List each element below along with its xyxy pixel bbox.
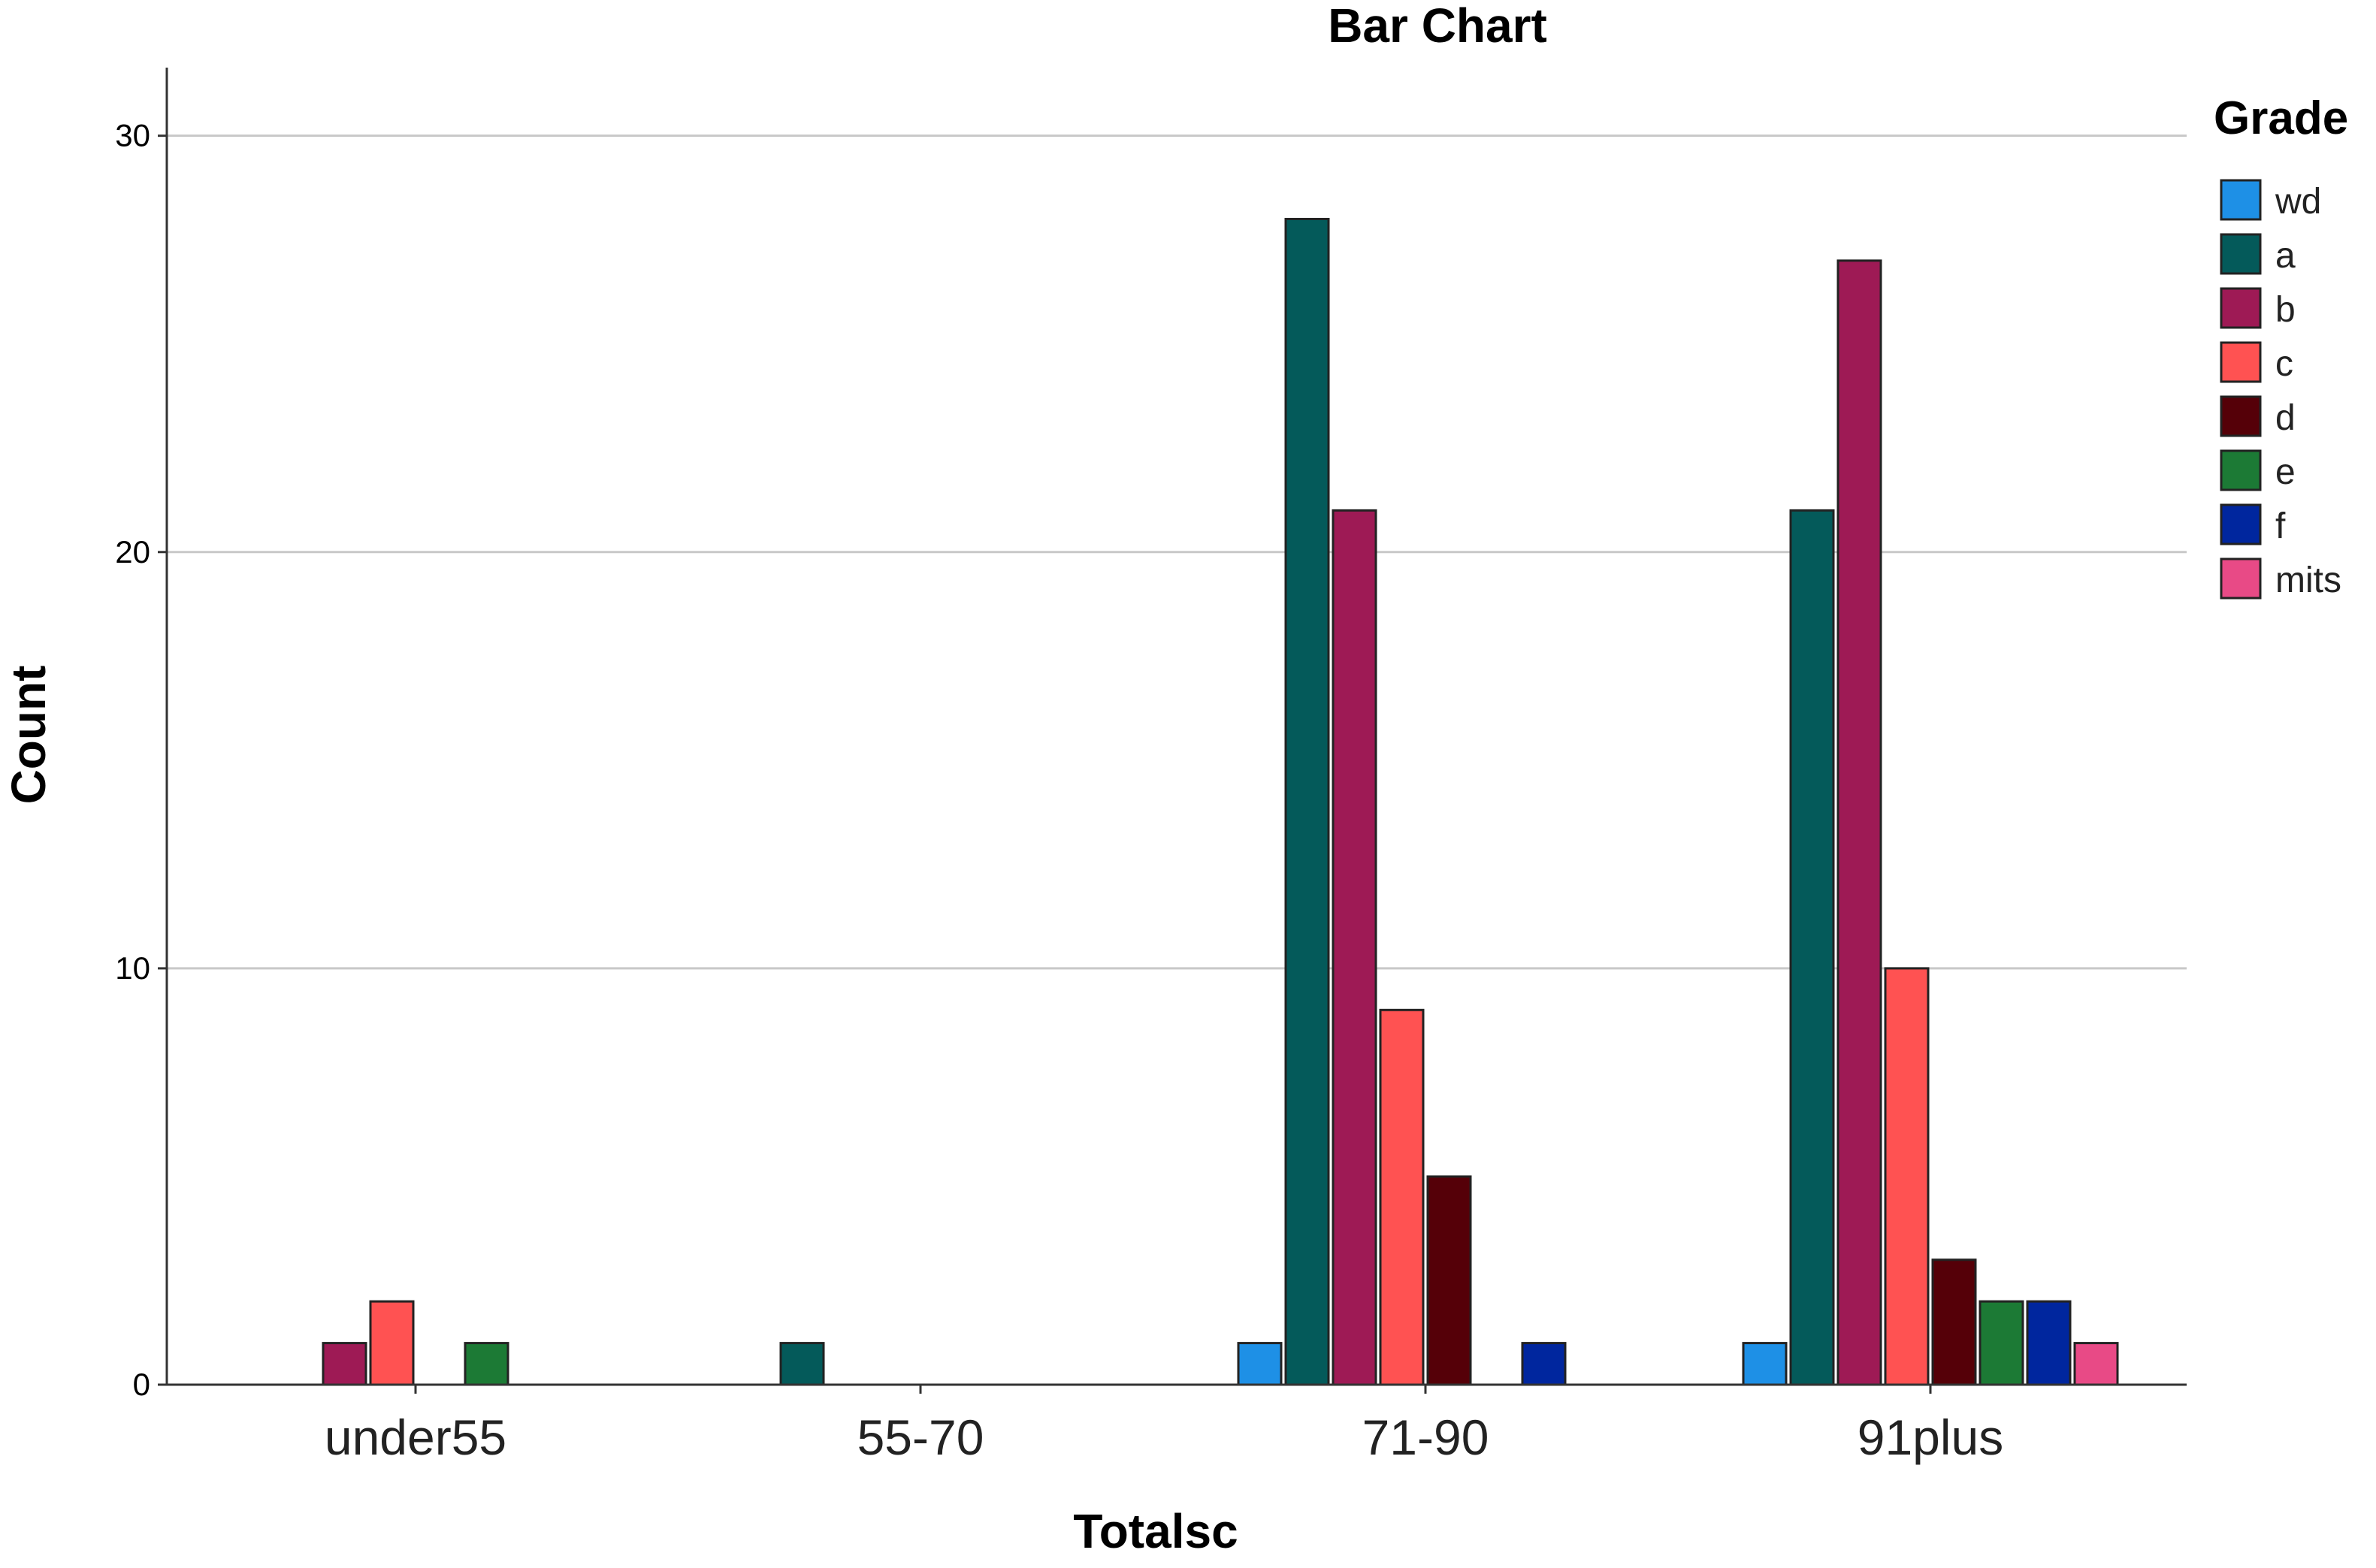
- legend-swatch-e: [2220, 449, 2262, 491]
- y-axis-title: Count: [2, 666, 56, 805]
- x-tick-label: under55: [325, 1409, 506, 1465]
- y-tick-labels: 0 10 20 30: [115, 118, 150, 1402]
- gridlines: [167, 134, 2187, 970]
- bar-c-91plus: [1884, 967, 1930, 1386]
- legend-label-b: b: [2275, 290, 2296, 330]
- y-tick-label: 30: [115, 118, 150, 153]
- legend-title: Grade: [2214, 92, 2348, 144]
- x-tick-label: 71-90: [1362, 1409, 1489, 1465]
- y-tick-label: 10: [115, 950, 150, 986]
- y-tick-label: 0: [133, 1367, 150, 1402]
- legend-label-e: e: [2275, 452, 2296, 492]
- bar-b-71-90: [1332, 509, 1377, 1386]
- bar-e-91plus: [1978, 1300, 2024, 1386]
- legend-swatch-b: [2220, 287, 2262, 329]
- legend-swatch-a: [2220, 233, 2262, 275]
- bar-d-91plus: [1931, 1258, 1977, 1386]
- bar-e-under55: [464, 1342, 509, 1386]
- x-tick-labels: under55 55-70 71-90 91plus: [325, 1409, 2003, 1465]
- bar-a-71-90: [1284, 217, 1330, 1386]
- bar-b-under55: [322, 1342, 367, 1386]
- bar-mits-91plus: [2073, 1342, 2119, 1386]
- legend-swatch-d: [2220, 395, 2262, 437]
- x-tick-label: 91plus: [1858, 1409, 2004, 1465]
- bar-f-71-90: [1521, 1342, 1567, 1386]
- bar-d-71-90: [1426, 1175, 1472, 1386]
- bar-a-55-70: [779, 1342, 825, 1386]
- bar-wd-91plus: [1742, 1342, 1788, 1386]
- legend-label-f: f: [2275, 506, 2286, 546]
- x-tick-label: 55-70: [857, 1409, 984, 1465]
- bar-wd-71-90: [1237, 1342, 1283, 1386]
- bar-c-71-90: [1379, 1008, 1425, 1386]
- chart-title: Bar Chart: [1328, 0, 1547, 53]
- legend-label-wd: wd: [2275, 182, 2321, 222]
- legend-swatch-f: [2220, 503, 2262, 545]
- legend-label-c: c: [2275, 344, 2293, 384]
- legend-label-mits: mits: [2275, 560, 2341, 600]
- bar-f-91plus: [2026, 1300, 2072, 1386]
- bars: [322, 217, 2119, 1386]
- axes: [158, 68, 2187, 1394]
- y-tick-label: 20: [115, 534, 150, 569]
- legend-swatch-c: [2220, 341, 2262, 383]
- bar-c-under55: [369, 1300, 415, 1386]
- legend-swatch-mits: [2220, 557, 2262, 600]
- legend-label-d: d: [2275, 398, 2296, 438]
- x-axis-title: Totalsc: [1073, 1504, 1238, 1558]
- legend-label-a: a: [2275, 236, 2296, 276]
- bar-a-91plus: [1789, 509, 1835, 1386]
- bar-b-91plus: [1836, 259, 1882, 1386]
- legend-swatch-wd: [2220, 179, 2262, 221]
